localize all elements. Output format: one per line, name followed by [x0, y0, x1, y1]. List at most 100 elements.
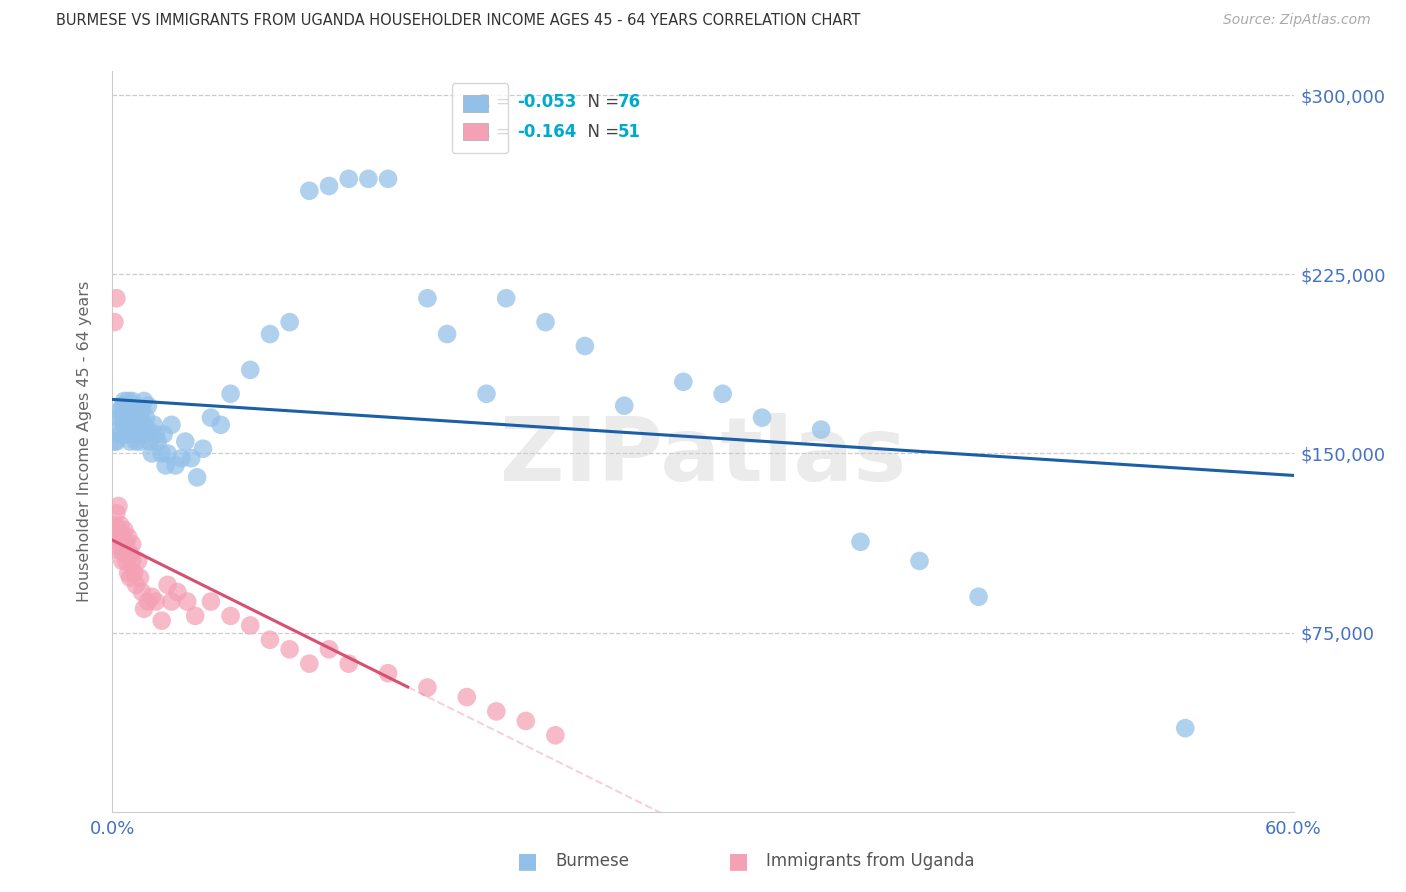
Point — [122, 427, 145, 442]
Point — [141, 446, 163, 460]
Point — [534, 315, 557, 329]
Text: BURMESE VS IMMIGRANTS FROM UGANDA HOUSEHOLDER INCOME AGES 45 - 64 YEARS CORRELAT: BURMESE VS IMMIGRANTS FROM UGANDA HOUSEH… — [56, 13, 860, 29]
Point — [751, 410, 773, 425]
Point — [416, 291, 439, 305]
Point — [298, 657, 321, 671]
Point — [209, 417, 232, 432]
Point — [112, 417, 135, 432]
Point — [111, 554, 134, 568]
Point — [112, 547, 135, 561]
Point — [184, 608, 207, 623]
Point — [103, 518, 125, 533]
Point — [110, 427, 132, 442]
Point — [377, 666, 399, 681]
Point — [107, 523, 129, 537]
Point — [259, 327, 281, 342]
Point — [967, 590, 990, 604]
Point — [129, 571, 152, 585]
Point — [115, 554, 138, 568]
Point — [146, 434, 169, 449]
Point — [191, 442, 214, 456]
Point — [160, 594, 183, 608]
Point — [111, 537, 134, 551]
Point — [111, 410, 134, 425]
Point — [485, 705, 508, 719]
Text: R =: R = — [478, 94, 515, 112]
Point — [120, 571, 142, 585]
Point — [103, 434, 125, 449]
Point — [139, 434, 162, 449]
Text: 76: 76 — [619, 94, 641, 112]
Point — [170, 451, 193, 466]
Point — [436, 327, 458, 342]
Point — [259, 632, 281, 647]
Point — [186, 470, 208, 484]
Point — [107, 423, 129, 437]
Point — [136, 423, 159, 437]
Point — [150, 614, 173, 628]
Point — [239, 363, 262, 377]
Point — [166, 585, 188, 599]
Point — [121, 417, 143, 432]
Point — [672, 375, 695, 389]
Point — [495, 291, 517, 305]
Point — [176, 594, 198, 608]
Point — [115, 427, 138, 442]
Point — [127, 423, 149, 437]
Point — [120, 410, 142, 425]
Point — [120, 547, 142, 561]
Text: 51: 51 — [619, 123, 641, 141]
Text: Source: ZipAtlas.com: Source: ZipAtlas.com — [1223, 13, 1371, 28]
Point — [456, 690, 478, 704]
Point — [132, 601, 155, 615]
Text: N =: N = — [576, 123, 624, 141]
Point — [810, 423, 832, 437]
Point — [200, 594, 222, 608]
Point — [574, 339, 596, 353]
Point — [135, 410, 157, 425]
Point — [122, 410, 145, 425]
Point — [117, 566, 139, 580]
Point — [132, 417, 155, 432]
Point — [357, 171, 380, 186]
Text: ■: ■ — [728, 851, 748, 871]
Point — [125, 417, 148, 432]
Point — [132, 393, 155, 408]
Point — [121, 537, 143, 551]
Point — [613, 399, 636, 413]
Point — [121, 393, 143, 408]
Point — [849, 534, 872, 549]
Point — [141, 590, 163, 604]
Point — [131, 403, 153, 417]
Point — [278, 642, 301, 657]
Point — [165, 458, 187, 473]
Point — [131, 427, 153, 442]
Point — [105, 434, 128, 449]
Point — [105, 530, 128, 544]
Point — [219, 608, 242, 623]
Point — [337, 171, 360, 186]
Point — [239, 618, 262, 632]
Point — [107, 499, 129, 513]
Point — [129, 434, 152, 449]
Point — [377, 171, 399, 186]
Point — [142, 417, 165, 432]
Point — [103, 315, 125, 329]
Point — [110, 541, 132, 556]
Text: ■: ■ — [517, 851, 537, 871]
Point — [103, 541, 125, 556]
Point — [125, 434, 148, 449]
Point — [318, 642, 340, 657]
Point — [110, 403, 132, 417]
Point — [152, 427, 174, 442]
Point — [180, 451, 202, 466]
Point — [111, 399, 134, 413]
Point — [122, 566, 145, 580]
Point — [156, 578, 179, 592]
Point — [127, 554, 149, 568]
Point — [121, 554, 143, 568]
Point — [155, 458, 177, 473]
Point — [416, 681, 439, 695]
Point — [219, 386, 242, 401]
Point — [105, 291, 128, 305]
